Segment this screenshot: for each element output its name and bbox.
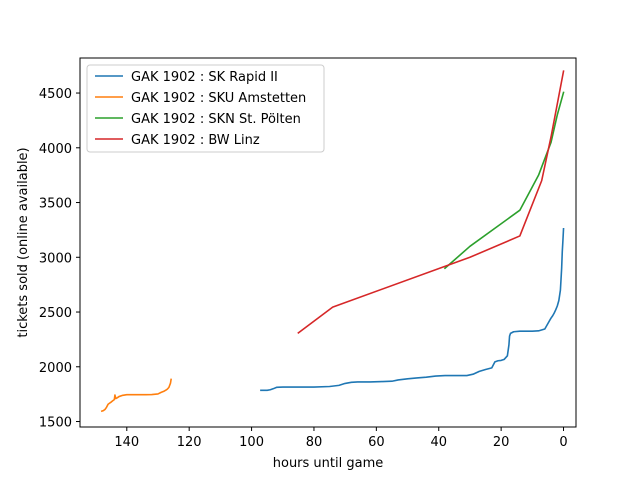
series-line-2 xyxy=(100,378,173,413)
plot-frame xyxy=(79,57,577,428)
series-line-3 xyxy=(443,91,565,270)
legend: GAK 1902 : SK Rapid II GAK 1902 : SKU Ams… xyxy=(86,64,325,153)
y-tick-label: 3500 xyxy=(39,197,72,212)
x-axis: 140 120 100 80 60 40 20 0 xyxy=(114,427,568,450)
x-tick-label: 0 xyxy=(559,435,567,450)
x-tick-label: 60 xyxy=(368,435,385,450)
legend-label-4: GAK 1902 : BW Linz xyxy=(131,133,260,148)
y-axis: 1500 2000 2500 3000 3500 4000 4500 xyxy=(39,87,80,431)
legend-box xyxy=(86,64,325,153)
x-tick-label: 20 xyxy=(493,435,510,450)
legend-label-1: GAK 1902 : SK Rapid II xyxy=(131,70,278,85)
y-axis-title: tickets sold (online available) xyxy=(16,147,31,337)
y-tick-label: 2000 xyxy=(39,361,72,376)
legend-label-3: GAK 1902 : SKN St. Pölten xyxy=(131,112,301,127)
legend-label-2: GAK 1902 : SKU Amstetten xyxy=(131,91,306,106)
y-tick-label: 4000 xyxy=(39,142,72,157)
series-layer xyxy=(100,70,565,413)
series-line-1 xyxy=(260,227,565,392)
series-line-4 xyxy=(297,70,565,334)
x-tick-label: 80 xyxy=(306,435,323,450)
y-tick-label: 1500 xyxy=(39,416,72,431)
x-tick-label: 100 xyxy=(239,435,264,450)
y-tick-label: 3000 xyxy=(39,251,72,266)
y-tick-label: 2500 xyxy=(39,306,72,321)
y-tick-label: 4500 xyxy=(39,87,72,102)
x-tick-label: 120 xyxy=(177,435,202,450)
x-axis-title: hours until game xyxy=(273,456,384,471)
x-tick-label: 140 xyxy=(114,435,139,450)
x-tick-label: 40 xyxy=(430,435,447,450)
